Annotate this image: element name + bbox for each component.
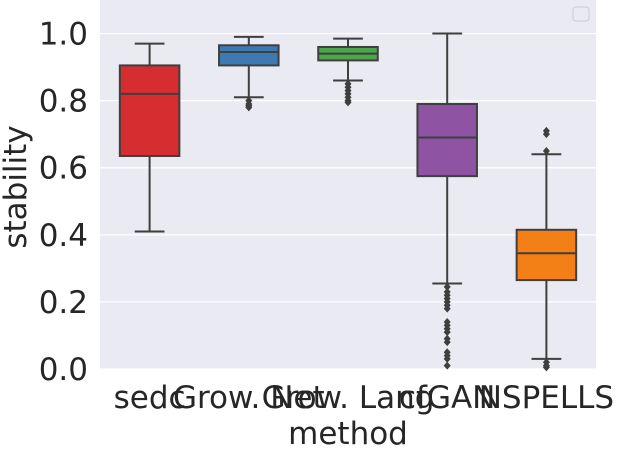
y-tick-label: 0.2 <box>39 285 88 321</box>
outlier-point <box>443 354 451 363</box>
boxes <box>118 32 578 372</box>
box-body <box>515 228 578 282</box>
x-tick-label: NSPELLS <box>479 380 614 416</box>
y-tick-label: 0.4 <box>39 218 88 254</box>
outlier-point <box>245 103 253 112</box>
x-tick-label: Grow. Net <box>173 380 325 416</box>
y-tick-label: 1.0 <box>39 17 88 53</box>
x-tick-label: sedc <box>114 380 186 416</box>
outlier-point <box>344 98 352 107</box>
box-body <box>416 102 478 178</box>
outlier-point <box>443 361 451 370</box>
box-3 <box>317 37 379 107</box>
x-axis-label: method <box>288 416 408 452</box>
box-4 <box>416 32 478 370</box>
outlier-point <box>542 146 550 155</box>
box-5 <box>515 126 578 372</box>
outlier-point <box>542 363 550 372</box>
y-tick-label: 0.6 <box>39 151 88 187</box>
outlier-point <box>542 126 550 135</box>
y-tick-label: 0.8 <box>39 84 88 120</box>
legend-box <box>572 6 590 22</box>
y-tick-label: 0.0 <box>39 352 88 388</box>
outlier-point <box>443 304 451 313</box>
outlier-point <box>443 282 451 291</box>
box-body <box>218 44 280 67</box>
y-tick-labels: 0.0 0.2 0.4 0.6 0.8 1.0 <box>39 17 88 388</box>
outlier-point <box>443 328 451 337</box>
box-body <box>118 64 181 157</box>
outlier-point <box>443 338 451 347</box>
box-1 <box>118 42 181 233</box>
grid-lines <box>100 32 596 370</box>
y-axis-label: stability <box>0 125 34 248</box>
box-2 <box>218 35 280 112</box>
x-tick-label: cfGAN <box>399 380 495 416</box>
x-tick-label: Grow. Lang <box>262 380 435 416</box>
